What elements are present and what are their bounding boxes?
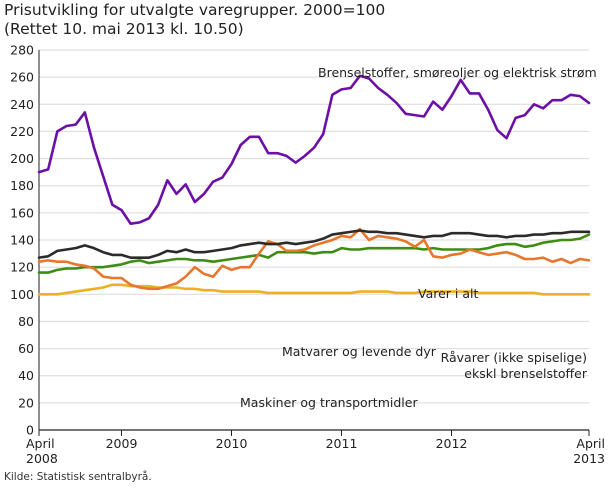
series-annotation: Råvarer (ikke spiselige) xyxy=(441,350,587,365)
y-tick-label: 160 xyxy=(10,205,34,220)
y-tick-label: 260 xyxy=(10,70,34,85)
x-tick-label: 2009 xyxy=(106,436,138,451)
series-line xyxy=(37,283,591,296)
chart-title-block: Prisutvikling for utvalgte varegrupper. … xyxy=(4,1,385,39)
series-annotation: ekskl brenselstoffer xyxy=(464,366,588,381)
chart-title: Prisutvikling for utvalgte varegrupper. … xyxy=(4,1,386,19)
y-tick-label: 20 xyxy=(18,395,34,410)
y-tick-label: 220 xyxy=(10,124,34,139)
x-tick-label: April xyxy=(576,436,605,451)
y-tick-label: 180 xyxy=(10,178,34,193)
series-line xyxy=(37,229,591,259)
y-tick-label: 60 xyxy=(18,341,34,356)
y-tick-label: 240 xyxy=(10,97,34,112)
line-chart: 0 20 40 60 80 100 120 140 160 180 200 220 240 260 280 A… xyxy=(10,43,605,467)
y-tick-label: 120 xyxy=(10,260,34,275)
y-tick-label: 80 xyxy=(18,314,34,329)
y-tick-label: 200 xyxy=(10,151,34,166)
x-tick-label: 2010 xyxy=(216,436,248,451)
y-tick-label: 100 xyxy=(10,287,34,302)
x-tick-label-year: 2013 xyxy=(573,451,605,466)
series-annotation: Matvarer og levende dyr xyxy=(282,344,437,359)
x-tick-label: 2011 xyxy=(326,436,358,451)
y-tick-label: 280 xyxy=(10,43,34,58)
y-tick-label: 140 xyxy=(10,233,34,248)
y-tick-label: 0 xyxy=(26,423,34,438)
chart-subtitle: (Rettet 10. mai 2013 kl. 10.50) xyxy=(4,20,244,38)
series-line xyxy=(37,74,591,226)
series-annotation: Brenselstoffer, smøreoljer og elektrisk … xyxy=(318,65,597,80)
source-note: Kilde: Statistisk sentralbyrå. xyxy=(4,471,152,483)
x-tick-label: April xyxy=(26,436,55,451)
series-annotation: Varer i alt xyxy=(418,286,478,301)
x-tick-label-year: 2008 xyxy=(26,451,58,466)
series-annotation: Maskiner og transportmidler xyxy=(240,395,418,410)
y-tick-label: 40 xyxy=(18,368,34,383)
x-tick-label: 2012 xyxy=(436,436,468,451)
series-line xyxy=(37,227,591,291)
series-line xyxy=(37,233,591,274)
